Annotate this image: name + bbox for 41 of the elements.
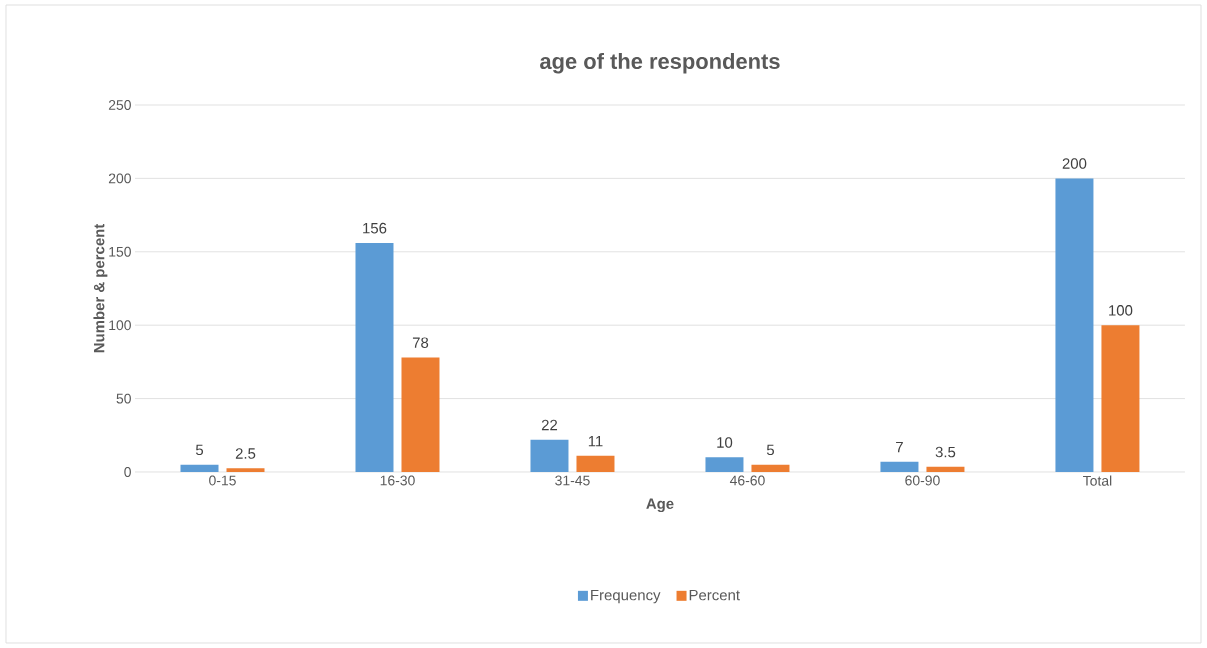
data-label: 156 bbox=[363, 222, 387, 234]
x-tick-label: 31-45 bbox=[555, 475, 590, 486]
bar bbox=[180, 464, 219, 472]
data-label: 3.5 bbox=[935, 446, 956, 458]
bar bbox=[226, 468, 265, 472]
x-tick-label: Total bbox=[1083, 475, 1112, 486]
bar bbox=[355, 242, 394, 472]
legend-label: Percent bbox=[689, 589, 740, 601]
y-tick-label: 0 bbox=[124, 467, 131, 477]
bar bbox=[401, 357, 440, 472]
y-tick-label: 200 bbox=[108, 173, 131, 184]
bar bbox=[880, 461, 919, 472]
legend-label: Frequency bbox=[591, 589, 661, 604]
x-tick-label: 0-15 bbox=[209, 475, 236, 486]
bar bbox=[1055, 178, 1094, 472]
bar bbox=[1101, 325, 1140, 472]
x-tick-label: 16-30 bbox=[380, 475, 415, 486]
y-axis-title: Number & percent bbox=[93, 223, 108, 353]
data-label: 5 bbox=[766, 444, 774, 456]
data-label: 78 bbox=[412, 337, 429, 348]
bar bbox=[926, 466, 965, 472]
y-tick-label: 50 bbox=[116, 393, 131, 404]
data-label: 10 bbox=[717, 437, 733, 448]
bar bbox=[751, 464, 790, 472]
data-label: 2.5 bbox=[235, 448, 256, 459]
data-label: 100 bbox=[1109, 305, 1133, 316]
x-axis-title: Age bbox=[646, 498, 674, 513]
data-label: 22 bbox=[541, 419, 558, 431]
y-tick-label: 100 bbox=[109, 320, 131, 331]
x-tick-label: 60-90 bbox=[905, 475, 940, 486]
bar bbox=[705, 457, 744, 472]
chart-title: age of the respondents bbox=[540, 52, 780, 74]
data-label: 200 bbox=[1062, 158, 1087, 169]
data-label: 11 bbox=[588, 436, 603, 447]
y-tick-label: 250 bbox=[108, 100, 131, 110]
data-label: 7 bbox=[896, 441, 903, 453]
x-tick-label: 46-60 bbox=[729, 475, 765, 486]
bar bbox=[576, 455, 615, 472]
bar bbox=[530, 439, 569, 472]
y-tick-label: 150 bbox=[109, 246, 131, 257]
data-label: 5 bbox=[195, 444, 204, 456]
